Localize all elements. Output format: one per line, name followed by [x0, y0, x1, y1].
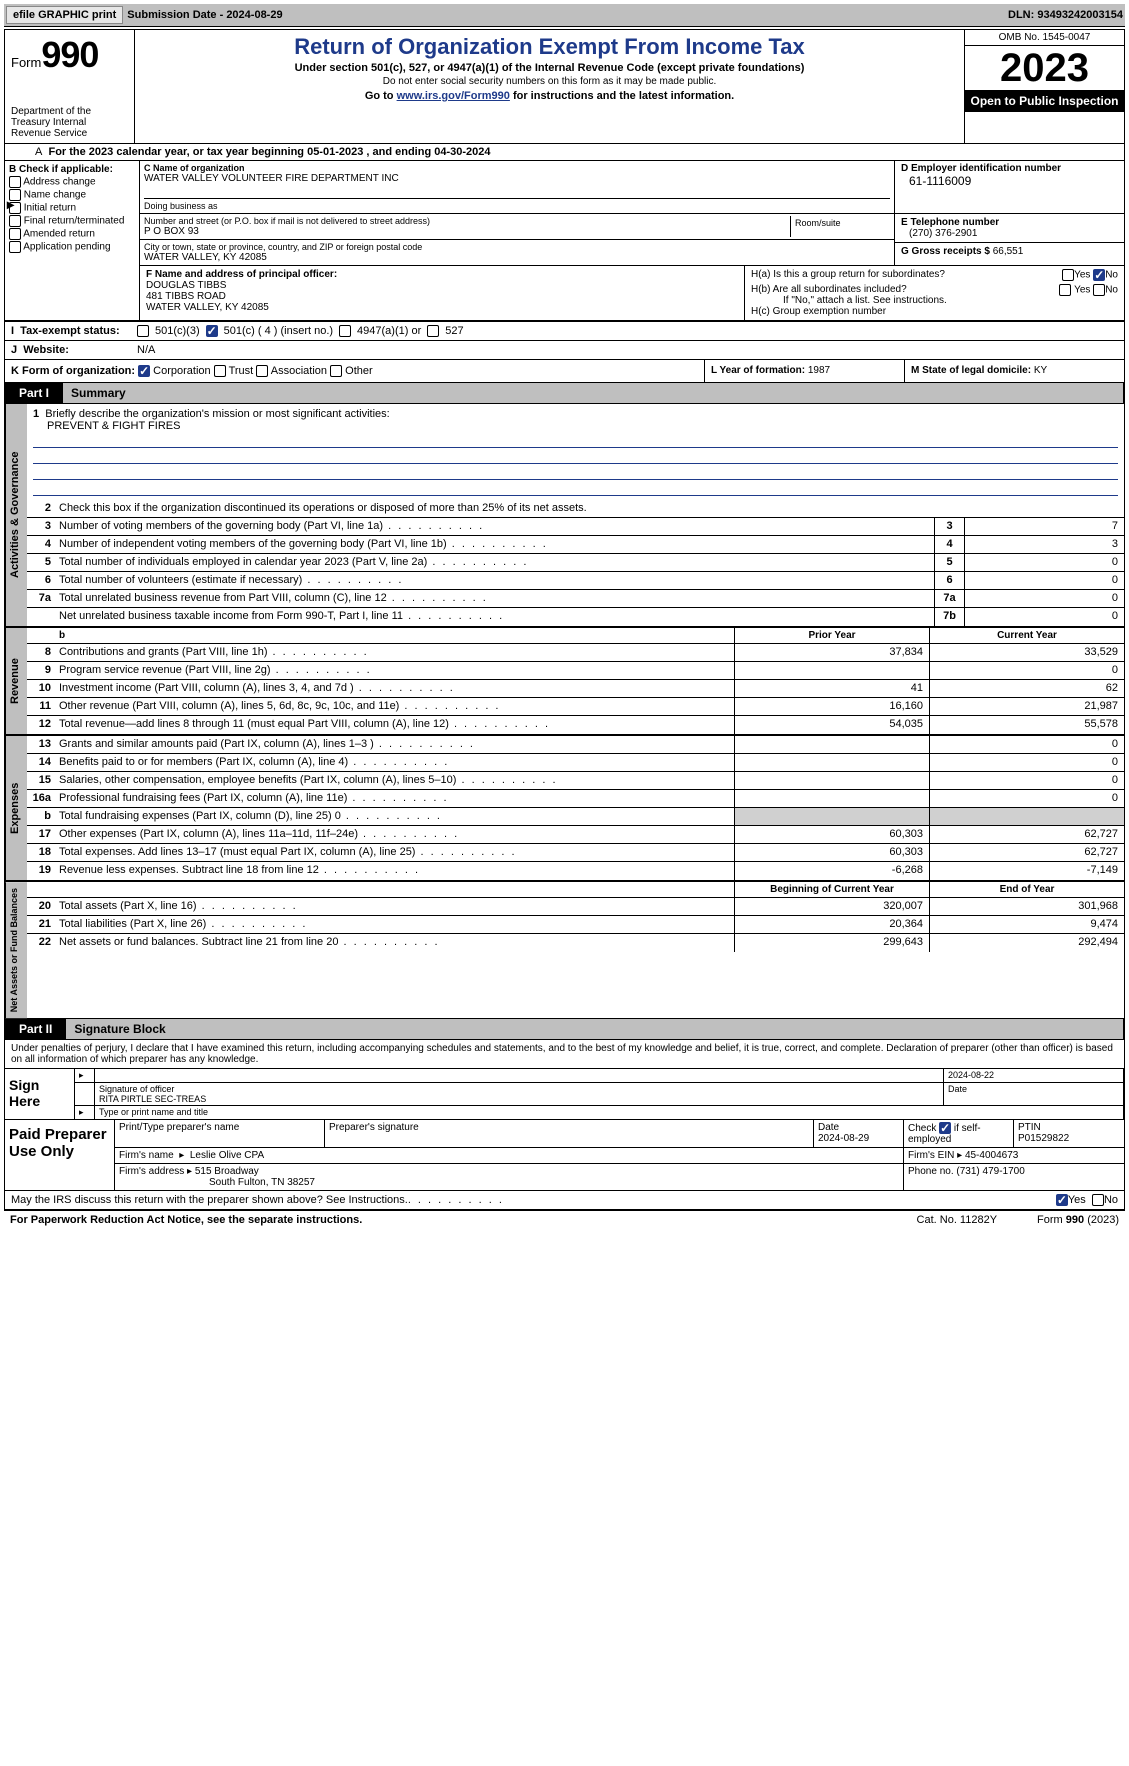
gross-receipts-label: G Gross receipts $: [901, 246, 993, 257]
sign-here: Sign Here: [5, 1069, 75, 1119]
officer-addr2: WATER VALLEY, KY 42085: [146, 302, 738, 313]
ein: 61-1116009: [901, 174, 1118, 188]
ein-label: D Employer identification number: [901, 163, 1118, 174]
k-trust[interactable]: Trust: [229, 365, 254, 377]
room-suite-label: Room/suite: [790, 216, 890, 237]
vert-governance: Activities & Governance: [5, 404, 27, 626]
firm-addr1: 515 Broadway: [195, 1166, 259, 1177]
form-number: 990: [41, 34, 98, 76]
state-domicile: KY: [1034, 365, 1047, 376]
officer-sig-name: RITA PIRTLE SEC-TREAS: [99, 1094, 206, 1104]
city-label: City or town, state or province, country…: [144, 242, 890, 252]
firm-name: Leslie Olive CPA: [190, 1150, 264, 1161]
vert-netassets: Net Assets or Fund Balances: [5, 882, 27, 1018]
top-bar: efile GRAPHIC print Submission Date - 20…: [4, 4, 1125, 27]
k-assoc[interactable]: Association: [271, 365, 327, 377]
submission-date: Submission Date - 2024-08-29: [127, 9, 282, 21]
mission-label: Briefly describe the organization's miss…: [45, 408, 389, 420]
opt-501c[interactable]: 501(c) ( 4 ) (insert no.): [224, 325, 333, 337]
part1-title: Summary: [63, 383, 1124, 403]
ptin: P01529822: [1018, 1133, 1069, 1144]
discuss-question: May the IRS discuss this return with the…: [11, 1194, 408, 1206]
firm-phone: (731) 479-1700: [956, 1166, 1024, 1177]
open-inspection: Open to Public Inspection: [965, 90, 1124, 112]
form-990: Form 990 Department of the Treasury Inte…: [4, 29, 1125, 1210]
part2-title: Signature Block: [66, 1019, 1124, 1039]
h-c-label: H(c) Group exemption number: [751, 306, 1118, 317]
mission: PREVENT & FIGHT FIRES: [33, 420, 180, 432]
street: P O BOX 93: [144, 226, 790, 237]
phone: (270) 376-2901: [901, 228, 1118, 239]
prep-date: 2024-08-29: [818, 1133, 869, 1144]
gross-receipts: 66,551: [993, 246, 1024, 257]
officer-name: DOUGLAS TIBBS: [146, 280, 738, 291]
tax-year-range: A For the 2023 calendar year, or tax yea…: [5, 144, 1124, 161]
efile-print-button[interactable]: efile GRAPHIC print: [6, 6, 123, 24]
phone-label: E Telephone number: [901, 217, 1118, 228]
dba-label: Doing business as: [144, 198, 890, 211]
instr-suffix: for instructions and the latest informat…: [510, 90, 734, 102]
cat-no: Cat. No. 11282Y: [917, 1214, 998, 1226]
dln: DLN: 93493242003154: [1008, 9, 1123, 21]
instr-link[interactable]: www.irs.gov/Form990: [397, 90, 510, 102]
vert-expenses: Expenses: [5, 736, 27, 880]
paperwork-notice: For Paperwork Reduction Act Notice, see …: [10, 1214, 362, 1226]
k-other[interactable]: Other: [345, 365, 373, 377]
cb-final-return[interactable]: Final return/terminated: [9, 215, 135, 227]
form-footer: Form 990 (2023): [1037, 1214, 1119, 1226]
line2: Check this box if the organization disco…: [55, 500, 1124, 517]
cb-initial-return[interactable]: Initial return: [9, 202, 135, 214]
org-name-label: C Name of organization: [144, 163, 890, 173]
opt-501c3[interactable]: 501(c)(3): [155, 325, 200, 337]
form-word: Form: [11, 55, 41, 70]
firm-ein: 45-4004673: [965, 1150, 1018, 1161]
ssn-note: Do not enter social security numbers on …: [145, 76, 954, 87]
omb-number: OMB No. 1545-0047: [965, 30, 1124, 46]
officer-addr1: 481 TIBBS ROAD: [146, 291, 738, 302]
h-b-note: If "No," attach a list. See instructions…: [751, 295, 1118, 306]
k-corp[interactable]: Corporation: [153, 365, 210, 377]
part1-tab: Part I: [5, 383, 63, 403]
part2-tab: Part II: [5, 1019, 66, 1039]
vert-revenue: Revenue: [5, 628, 27, 734]
form-subtitle: Under section 501(c), 527, or 4947(a)(1)…: [145, 62, 954, 74]
firm-addr2: South Fulton, TN 38257: [119, 1177, 315, 1188]
form-title: Return of Organization Exempt From Incom…: [145, 34, 954, 60]
year-formation: 1987: [808, 365, 830, 376]
street-label: Number and street (or P.O. box if mail i…: [144, 216, 790, 226]
org-name: WATER VALLEY VOLUNTEER FIRE DEPARTMENT I…: [144, 173, 890, 184]
instr-prefix: Go to: [365, 90, 397, 102]
opt-4947[interactable]: 4947(a)(1) or: [357, 325, 421, 337]
opt-527[interactable]: 527: [445, 325, 463, 337]
h-b-label: H(b) Are all subordinates included?: [751, 284, 907, 295]
website: N/A: [137, 344, 155, 356]
cb-amended-return[interactable]: Amended return: [9, 228, 135, 240]
paid-preparer: Paid Preparer Use Only: [5, 1120, 115, 1190]
declaration: Under penalties of perjury, I declare th…: [5, 1039, 1124, 1068]
section-b-header: B Check if applicable:: [9, 164, 135, 175]
k-label: K Form of organization:: [11, 365, 135, 377]
h-a-label: H(a) Is this a group return for subordin…: [751, 269, 945, 280]
cb-application-pending[interactable]: Application pending: [9, 241, 135, 253]
tax-year: 2023: [965, 46, 1124, 90]
cb-name-change[interactable]: Name change: [9, 189, 135, 201]
dept-treasury: Department of the Treasury Internal Reve…: [11, 106, 128, 139]
city-state-zip: WATER VALLEY, KY 42085: [144, 252, 890, 263]
cb-address-change[interactable]: Address change: [9, 176, 135, 188]
officer-label: F Name and address of principal officer:: [146, 269, 738, 280]
